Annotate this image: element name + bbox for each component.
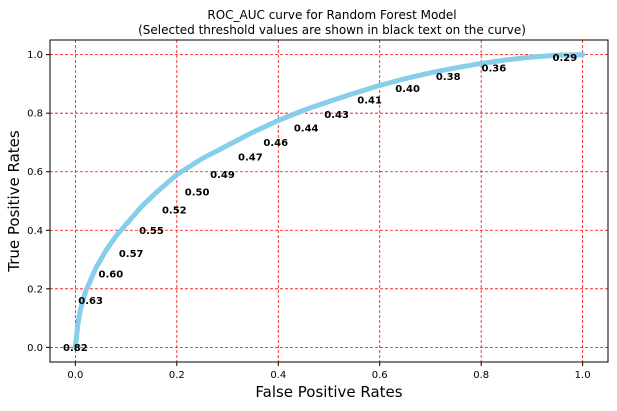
tick-layer: 0.0 0.2 0.4 0.6 0.8 1.0 0.0 0.2 0.4 0.6 0.8 1.0 xyxy=(27,50,590,381)
y-tick-label: 0.8 xyxy=(27,109,43,120)
x-tick-label: 0.4 xyxy=(270,370,286,381)
threshold-label: 0.52 xyxy=(162,205,187,216)
threshold-label: 0.41 xyxy=(357,96,382,107)
threshold-label: 0.43 xyxy=(324,110,349,121)
threshold-label: 0.44 xyxy=(294,123,319,134)
threshold-label: 0.49 xyxy=(210,170,235,181)
threshold-label: 0.57 xyxy=(119,249,144,260)
threshold-label: 0.46 xyxy=(263,138,288,149)
x-tick-label: 0.2 xyxy=(169,370,185,381)
x-tick-label: 0.6 xyxy=(372,370,388,381)
threshold-label: 0.63 xyxy=(78,296,103,307)
threshold-label: 0.50 xyxy=(185,188,210,199)
grid-layer xyxy=(50,40,608,362)
y-tick-label: 0.0 xyxy=(27,343,43,354)
chart-title: ROC_AUC curve for Random Forest Model xyxy=(207,8,456,22)
threshold-label: 0.55 xyxy=(139,226,164,237)
y-tick-label: 1.0 xyxy=(27,50,43,61)
threshold-label: 0.29 xyxy=(553,53,578,64)
plot-frame xyxy=(49,39,609,363)
chart-subtitle: (Selected threshold values are shown in … xyxy=(138,23,526,37)
y-axis-label: True Positive Rates xyxy=(5,130,23,273)
threshold-label: 0.82 xyxy=(63,343,88,354)
y-tick-label: 0.6 xyxy=(27,167,43,178)
threshold-label: 0.36 xyxy=(482,63,507,74)
threshold-label: 0.40 xyxy=(395,84,420,95)
x-axis-label: False Positive Rates xyxy=(255,383,402,401)
x-tick-label: 0.8 xyxy=(473,370,489,381)
x-tick-label: 0.0 xyxy=(67,370,83,381)
threshold-label: 0.47 xyxy=(238,153,263,164)
y-tick-label: 0.4 xyxy=(27,226,43,237)
x-tick-label: 1.0 xyxy=(575,370,591,381)
threshold-layer: 0.82 0.63 0.60 0.57 0.55 0.52 0.500.490.470.46… xyxy=(63,53,577,354)
roc-curve-line xyxy=(72,52,586,350)
y-tick-label: 0.2 xyxy=(27,284,43,295)
curve-layer xyxy=(72,52,586,350)
threshold-label: 0.38 xyxy=(436,72,461,83)
threshold-label: 0.60 xyxy=(99,270,124,281)
